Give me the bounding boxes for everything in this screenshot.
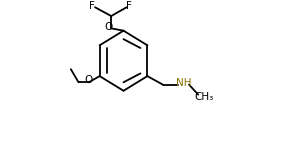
Text: F: F [126, 1, 132, 11]
Text: CH₃: CH₃ [194, 92, 213, 102]
Text: O: O [85, 75, 93, 85]
Text: F: F [89, 1, 95, 11]
Text: O: O [104, 22, 112, 32]
Text: NH: NH [176, 78, 191, 88]
